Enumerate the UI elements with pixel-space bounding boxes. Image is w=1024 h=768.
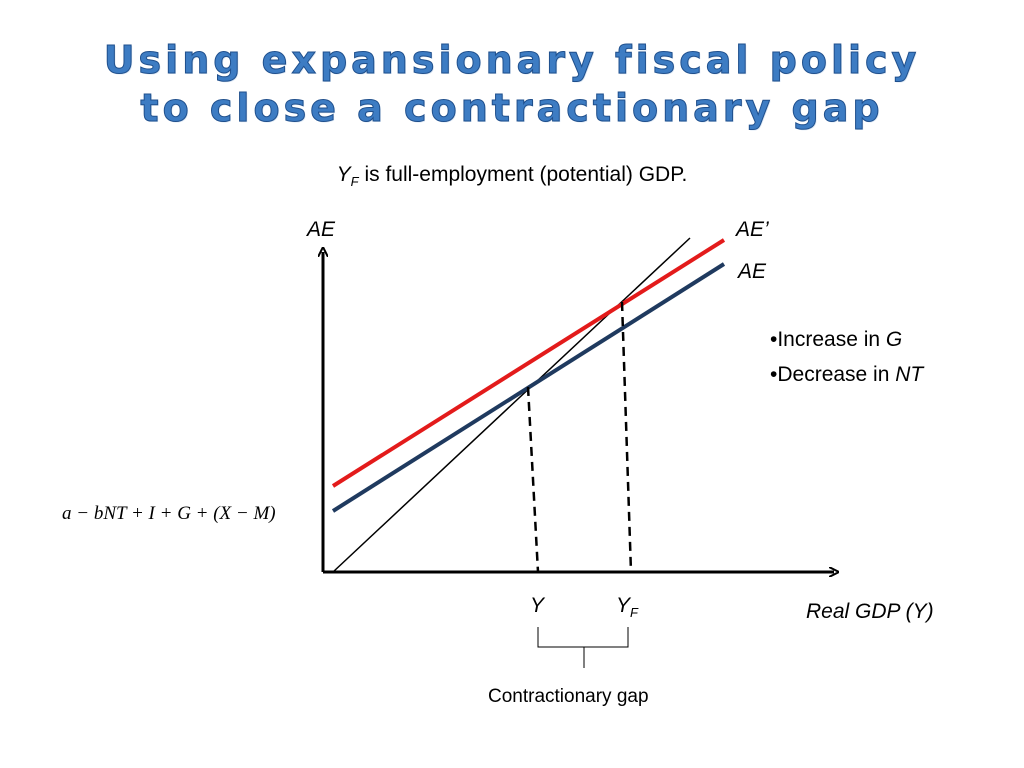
subtitle-sub: F (350, 174, 359, 190)
bullet-text: •Increase in (770, 328, 886, 351)
bullet-var: NT (895, 363, 924, 386)
ae-label: AE (738, 260, 767, 283)
yf-point-label: YF (616, 594, 638, 620)
gap-bracket (537, 627, 629, 648)
yf-sub: F (630, 605, 638, 621)
subtitle: YF is full-employment (potential) GDP. (0, 163, 1024, 189)
subtitle-var: Y (336, 163, 351, 186)
slide-title-line2: to close a contractionary gap (140, 86, 884, 131)
slide-title-line1: Using expansionary fiscal policy (103, 38, 921, 83)
contractionary-gap-label: Contractionary gap (488, 686, 649, 707)
forty-five-degree-line (332, 237, 691, 573)
bullet-item: •Decrease in NT (770, 357, 923, 392)
bullet-item: •Increase in G (770, 322, 923, 357)
subtitle-text: is full-employment (potential) GDP. (358, 163, 688, 186)
y-axis-label: AE (307, 218, 336, 241)
bullet-text: •Decrease in (770, 363, 896, 386)
ae-prime-curve (331, 238, 726, 488)
policy-bullets: •Increase in G •Decrease in NT (770, 322, 923, 392)
yf-equilibrium-dashed-line (620, 301, 633, 573)
x-axis-label: Real GDP (Y) (806, 600, 934, 623)
y-equilibrium-dashed-line (526, 386, 540, 573)
yf-var: Y (616, 594, 631, 617)
y-point-label: Y (530, 594, 545, 617)
ae-prime-label: AE’ (736, 218, 769, 241)
intercept-formula: a − bNT + I + G + (X − M) (62, 503, 276, 524)
bullet-var: G (885, 328, 903, 351)
slide-title: Using expansionary fiscal policy to clos… (0, 36, 1024, 132)
